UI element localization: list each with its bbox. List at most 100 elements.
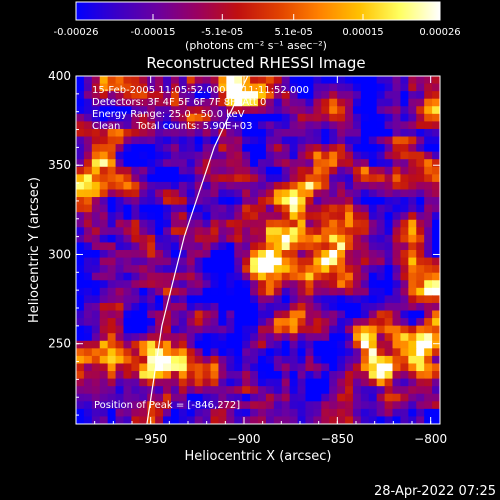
heatmap-cell — [147, 250, 156, 259]
heatmap-cell — [139, 280, 148, 289]
heatmap-cell — [155, 98, 164, 107]
heatmap-cell — [131, 363, 140, 372]
heatmap-cell — [432, 204, 440, 213]
heatmap-cell — [416, 340, 425, 349]
heatmap-cell — [265, 401, 275, 410]
heatmap-cell — [400, 76, 409, 85]
heatmap-cell — [432, 318, 440, 327]
heatmap-cell — [99, 265, 109, 274]
heatmap-cell — [91, 204, 101, 213]
heatmap-cell — [360, 121, 370, 130]
heatmap-cell — [305, 355, 314, 365]
heatmap-cell — [352, 219, 362, 228]
heatmap-cell — [123, 181, 132, 191]
heatmap-cell — [352, 378, 362, 387]
heatmap-cell — [273, 181, 283, 191]
heatmap-cell — [258, 408, 267, 418]
heatmap-cell — [123, 159, 132, 168]
heatmap-cell — [352, 401, 362, 410]
heatmap-cell — [297, 416, 307, 424]
y-tick-label: 250 — [48, 337, 71, 351]
heatmap-cell — [91, 113, 101, 122]
heatmap-cell — [400, 280, 409, 289]
heatmap-cell — [408, 386, 417, 395]
heatmap-cell — [194, 355, 204, 365]
heatmap-cell — [250, 219, 259, 228]
heatmap-cell — [147, 340, 156, 349]
heatmap-cell — [289, 166, 299, 175]
heatmap-cell — [170, 302, 180, 312]
heatmap-cell — [170, 234, 180, 244]
heatmap-cell — [352, 227, 362, 236]
heatmap-cell — [163, 91, 172, 100]
heatmap-cell — [273, 91, 283, 100]
heatmap-cell — [258, 227, 267, 236]
heatmap-cell — [186, 91, 196, 100]
heatmap-cell — [131, 340, 140, 349]
heatmap-cell — [408, 363, 417, 372]
heatmap-cell — [305, 408, 314, 418]
heatmap-cell — [218, 151, 227, 160]
heatmap-cell — [424, 189, 433, 198]
heatmap-cell — [83, 151, 93, 160]
heatmap-cell — [131, 197, 140, 206]
heatmap-cell — [329, 234, 338, 244]
heatmap-cell — [297, 136, 307, 145]
heatmap-cell — [91, 227, 101, 236]
heatmap-cell — [226, 76, 235, 85]
heatmap-cell — [226, 197, 235, 206]
heatmap-cell — [107, 159, 117, 168]
heatmap-cell — [329, 378, 338, 387]
heatmap-cell — [170, 348, 180, 357]
heatmap-cell — [392, 333, 402, 342]
heatmap-cell — [329, 250, 338, 259]
heatmap-cell — [234, 348, 243, 357]
heatmap-cell — [210, 128, 220, 138]
heatmap-cell — [384, 219, 394, 228]
heatmap-cell — [139, 340, 148, 349]
heatmap-cell — [432, 113, 440, 122]
heatmap-cell — [226, 136, 235, 145]
heatmap-cell — [170, 181, 180, 191]
heatmap-cell — [297, 355, 307, 365]
heatmap-cell — [392, 76, 402, 85]
heatmap-cell — [281, 250, 291, 259]
heatmap-cell — [416, 408, 425, 418]
heatmap-cell — [83, 181, 93, 191]
heatmap-cell — [155, 121, 164, 130]
y-tick-label: 350 — [48, 158, 71, 172]
heatmap-cell — [147, 144, 156, 153]
heatmap-cell — [131, 371, 140, 380]
heatmap-cell — [408, 76, 417, 85]
heatmap-cell — [202, 234, 212, 244]
heatmap-cell — [376, 136, 386, 145]
heatmap-cell — [186, 181, 196, 191]
heatmap-cell — [178, 310, 188, 319]
heatmap-cell — [424, 151, 433, 160]
heatmap-cell — [242, 181, 251, 191]
heatmap-cell — [242, 348, 251, 357]
heatmap-cell — [155, 371, 164, 380]
heatmap-cell — [408, 174, 417, 183]
heatmap-cell — [273, 302, 283, 312]
heatmap-cell — [305, 280, 314, 289]
heatmap-cell — [384, 212, 394, 221]
heatmap-cell — [226, 189, 235, 198]
heatmap-cell — [265, 144, 275, 153]
heatmap-cell — [337, 166, 346, 175]
heatmap-cell — [91, 295, 101, 304]
heatmap-cell — [178, 128, 188, 138]
heatmap-cell — [424, 83, 433, 92]
heatmap-cell — [337, 272, 346, 281]
heatmap-cell — [226, 371, 235, 380]
heatmap-cell — [155, 234, 164, 244]
heatmap-cell — [131, 219, 140, 228]
heatmap-cell — [352, 393, 362, 402]
heatmap-cell — [155, 197, 164, 206]
heatmap-cell — [250, 393, 259, 402]
heatmap-cell — [281, 333, 291, 342]
heatmap-cell — [83, 212, 93, 221]
heatmap-cell — [289, 386, 299, 395]
heatmap-cell — [345, 234, 354, 244]
